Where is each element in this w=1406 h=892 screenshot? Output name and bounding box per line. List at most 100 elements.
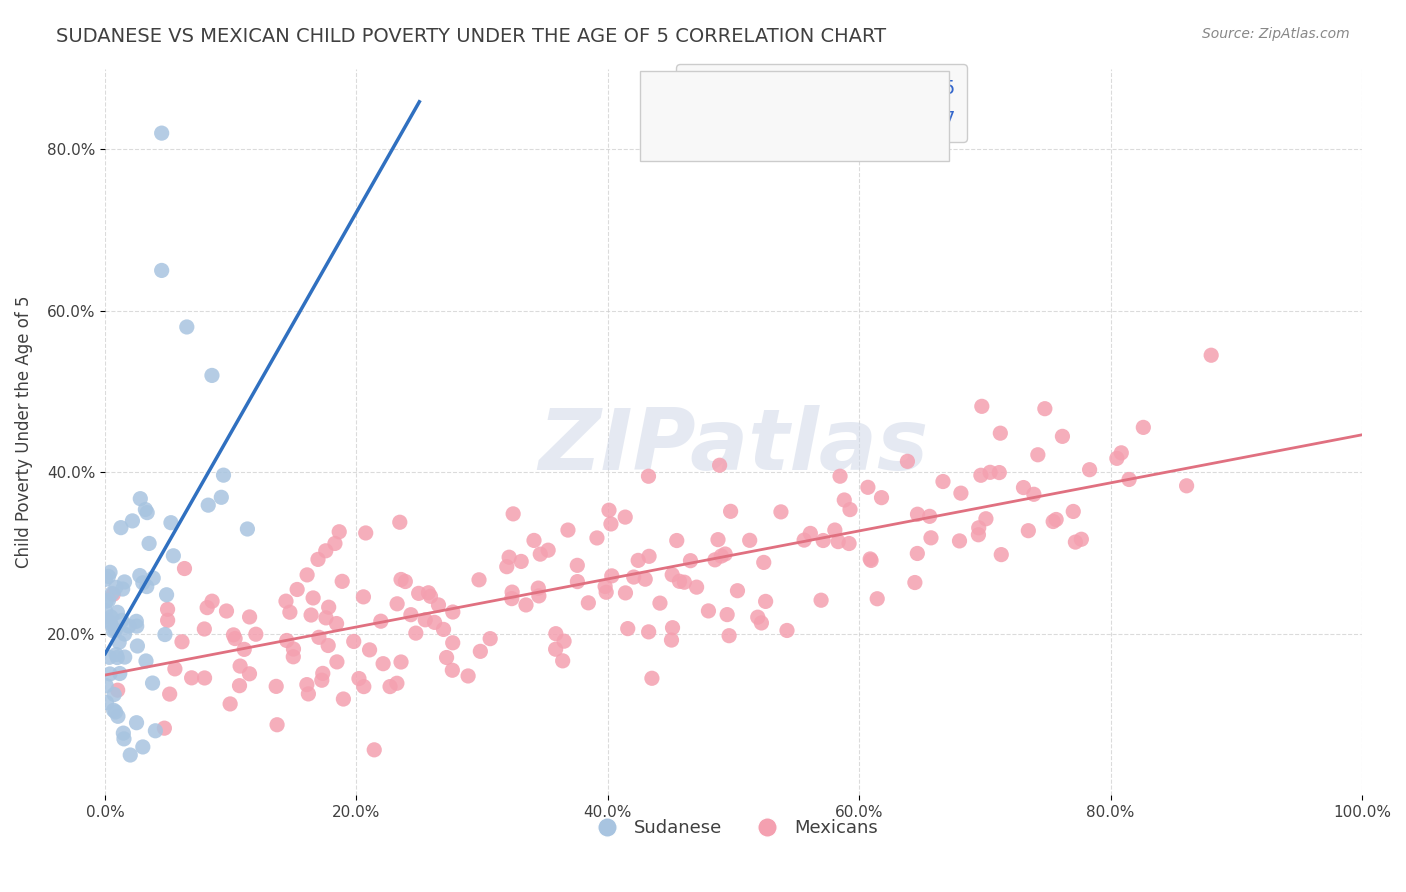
- Point: [537, 543, 560, 558]
- Point: [283, 642, 305, 657]
- Point: [215, 604, 238, 618]
- Point: [354, 525, 377, 540]
- Point: [180, 671, 202, 685]
- Point: [117, 619, 139, 633]
- Point: [896, 454, 918, 468]
- Point: [827, 534, 849, 549]
- Text: SUDANESE VS MEXICAN CHILD POVERTY UNDER THE AGE OF 5 CORRELATION CHART: SUDANESE VS MEXICAN CHILD POVERTY UNDER …: [56, 27, 886, 45]
- Point: [529, 547, 551, 561]
- Point: [793, 533, 815, 547]
- Point: [326, 655, 349, 669]
- Point: [363, 743, 385, 757]
- Point: [544, 642, 567, 657]
- Point: [967, 521, 990, 535]
- Point: [907, 507, 929, 521]
- Point: [648, 596, 671, 610]
- Point: [352, 590, 374, 604]
- Point: [107, 709, 129, 723]
- Point: [343, 634, 366, 648]
- Point: [128, 568, 150, 582]
- Point: [970, 400, 993, 414]
- Point: [1175, 479, 1198, 493]
- Point: [201, 368, 224, 383]
- Point: [727, 583, 749, 598]
- Point: [236, 522, 259, 536]
- Point: [278, 605, 301, 619]
- Point: [98, 667, 121, 681]
- Point: [1042, 515, 1064, 529]
- Point: [553, 634, 575, 648]
- Point: [105, 650, 128, 665]
- Point: [103, 688, 125, 702]
- Point: [399, 607, 422, 622]
- Point: [135, 580, 157, 594]
- Point: [297, 687, 319, 701]
- Point: [413, 613, 436, 627]
- Point: [527, 589, 550, 603]
- Point: [176, 320, 198, 334]
- Point: [557, 523, 579, 537]
- Point: [637, 469, 659, 483]
- Point: [932, 475, 955, 489]
- Point: [145, 723, 167, 738]
- Point: [470, 644, 492, 658]
- Point: [193, 622, 215, 636]
- Point: [1118, 473, 1140, 487]
- Point: [1109, 446, 1132, 460]
- Point: [544, 626, 567, 640]
- Point: [918, 509, 941, 524]
- Point: [318, 600, 340, 615]
- Point: [125, 615, 148, 629]
- Point: [94, 572, 117, 586]
- Point: [479, 632, 502, 646]
- Point: [408, 586, 430, 600]
- Point: [103, 587, 125, 601]
- Point: [98, 650, 121, 665]
- Point: [988, 426, 1011, 441]
- Point: [163, 662, 186, 676]
- Legend: Sudanese, Mexicans: Sudanese, Mexicans: [582, 812, 886, 845]
- Point: [668, 574, 690, 589]
- Point: [967, 528, 990, 542]
- Text: Source: ZipAtlas.com: Source: ZipAtlas.com: [1202, 27, 1350, 41]
- Point: [136, 506, 159, 520]
- Point: [457, 669, 479, 683]
- Point: [637, 624, 659, 639]
- Point: [679, 554, 702, 568]
- Point: [274, 594, 297, 608]
- Point: [359, 643, 381, 657]
- Point: [595, 585, 617, 599]
- Point: [824, 523, 846, 537]
- Point: [159, 687, 181, 701]
- Point: [121, 514, 143, 528]
- Point: [135, 654, 157, 668]
- Point: [105, 605, 128, 619]
- Point: [685, 580, 707, 594]
- Point: [738, 533, 761, 548]
- Point: [586, 531, 609, 545]
- Point: [720, 504, 742, 518]
- Point: [104, 623, 127, 637]
- Point: [299, 607, 322, 622]
- Point: [673, 575, 696, 590]
- Point: [308, 630, 330, 644]
- Point: [276, 633, 298, 648]
- Point: [860, 553, 883, 567]
- Point: [427, 598, 450, 612]
- Point: [307, 552, 329, 566]
- Point: [747, 610, 769, 624]
- Point: [1022, 487, 1045, 501]
- Point: [104, 580, 127, 594]
- Point: [315, 611, 337, 625]
- Point: [600, 516, 623, 531]
- Point: [108, 635, 131, 649]
- Point: [283, 649, 305, 664]
- Point: [222, 628, 245, 642]
- Point: [112, 731, 135, 746]
- Point: [295, 567, 318, 582]
- Point: [1062, 504, 1084, 518]
- Point: [103, 624, 125, 638]
- Point: [153, 721, 176, 735]
- Point: [100, 610, 122, 624]
- Point: [97, 593, 120, 607]
